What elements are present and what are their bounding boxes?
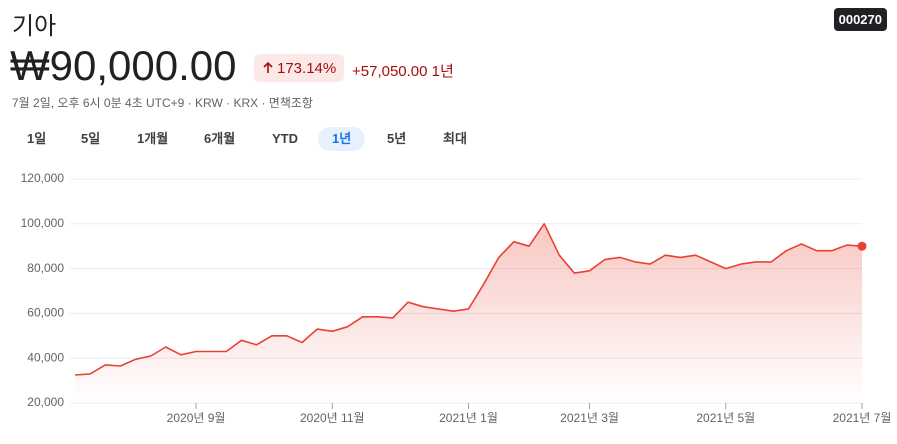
area <box>75 223 862 403</box>
range-tab[interactable]: 최대 <box>443 131 467 146</box>
price-line <box>74 223 863 376</box>
y-tick-label: 40,000 <box>27 350 64 364</box>
end-dot <box>857 241 867 251</box>
up-arrow <box>263 62 273 73</box>
change-abs: +57,050.00 1년 <box>352 60 454 81</box>
range-tab[interactable]: 6개월 <box>204 131 236 146</box>
change-badge: 173.14% <box>254 54 345 82</box>
y-tick-label: 60,000 <box>27 306 64 320</box>
range-tab[interactable]: YTD <box>272 131 298 146</box>
change-value: +57,050.00 <box>352 63 428 80</box>
range-tab[interactable]: 5일 <box>81 131 101 146</box>
title: 기아 <box>12 13 57 40</box>
range-tab[interactable]: 5년 <box>387 131 407 146</box>
range-tab[interactable]: 1개월 <box>137 131 169 146</box>
x-tick-label: 2021년 5월 <box>696 411 755 425</box>
x-tick-label: 2020년 11월 <box>300 411 365 425</box>
x-tick-label: 2021년 7월 <box>833 411 892 425</box>
meta: 7월 2일, 오후 6시 0분 4초 UTC+9 · KRW · KRX · 면… <box>12 96 313 110</box>
change-pct: 173.14% <box>277 59 337 77</box>
y-tick-label: 20,000 <box>27 395 64 409</box>
y-tick-label: 120,000 <box>21 171 65 185</box>
range-tab[interactable]: 1일 <box>27 131 47 146</box>
x-tick-label: 2021년 1월 <box>439 411 498 425</box>
y-tick-label: 100,000 <box>21 216 65 230</box>
change-period: 1년 <box>431 63 454 80</box>
range-tab[interactable]: 1년 <box>318 127 366 151</box>
chart: 20,000 40,000 60,000 80,000 100,000 120,000 20… <box>21 171 892 425</box>
ticker[interactable]: 000270 <box>833 8 887 31</box>
x-tick-label: 2021년 3월 <box>560 411 619 425</box>
y-tick-label: 80,000 <box>27 261 64 275</box>
price: ₩90,000.00 <box>10 42 237 89</box>
x-tick-label: 2020년 9월 <box>167 411 226 425</box>
